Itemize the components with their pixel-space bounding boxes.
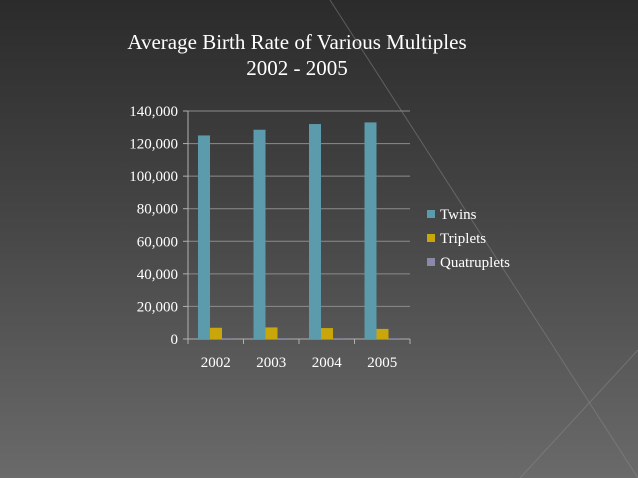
- chart-title: Average Birth Rate of Various Multiples: [127, 30, 467, 54]
- bar-triplets-2002: [210, 327, 222, 339]
- y-tick-label: 140,000: [129, 104, 178, 120]
- legend-swatch-twins: [427, 210, 435, 218]
- bar-twins-2004: [309, 124, 321, 340]
- y-tick-label: 80,000: [137, 202, 178, 218]
- bar-quatruplets-2003: [277, 338, 290, 339]
- legend-label-triplets: Triplets: [440, 231, 486, 247]
- y-tick-label: 0: [171, 332, 179, 348]
- bar-quatruplets-2005: [388, 338, 401, 339]
- bar-triplets-2004: [321, 328, 333, 339]
- decor-diagonal-1: [329, 0, 638, 478]
- legend-swatch-triplets: [427, 234, 435, 242]
- legend: Twins Triplets Quatruplets: [427, 207, 510, 271]
- legend-swatch-quatruplets: [427, 258, 435, 266]
- y-tick-label: 120,000: [129, 137, 178, 153]
- x-tick-label: 2003: [256, 355, 286, 371]
- bar-quatruplets-2004: [333, 338, 345, 339]
- y-tick-label: 60,000: [137, 234, 178, 250]
- bar-triplets-2003: [265, 327, 278, 339]
- y-tick-label: 40,000: [137, 267, 178, 283]
- y-axis: 0 20,000 40,000 60,000 80,000 100,000 120,000 1…: [129, 104, 189, 348]
- bar-triplets-2005: [376, 328, 389, 339]
- bar-twins-2005: [364, 122, 377, 340]
- gridlines: [188, 110, 410, 340]
- chart-subtitle: 2002 - 2005: [246, 56, 348, 80]
- bar-twins-2003: [253, 129, 266, 339]
- bars: [198, 122, 401, 340]
- y-tick-label: 100,000: [129, 169, 178, 185]
- legend-label-twins: Twins: [440, 207, 477, 223]
- bar-twins-2002: [198, 135, 210, 339]
- legend-label-quatruplets: Quatruplets: [440, 255, 510, 271]
- x-tick-label: 2005: [367, 355, 397, 371]
- bar-quatruplets-2002: [222, 338, 234, 339]
- y-tick-label: 20,000: [137, 299, 178, 315]
- x-axis: 2002 2003 2004 2005: [187, 339, 411, 371]
- x-tick-label: 2002: [201, 355, 231, 371]
- decor-diagonal-2: [519, 349, 638, 478]
- x-tick-label: 2004: [312, 355, 343, 371]
